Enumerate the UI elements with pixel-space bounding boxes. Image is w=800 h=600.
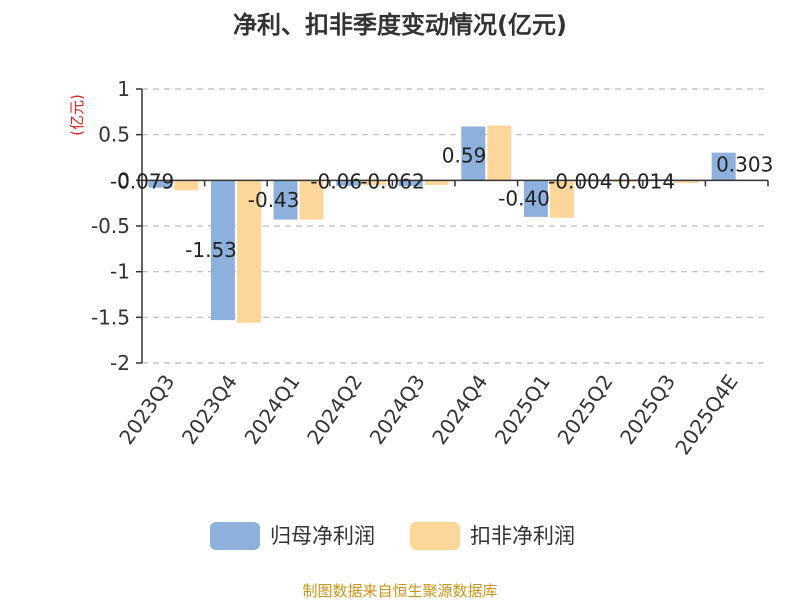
bar-deducted-profit bbox=[487, 125, 512, 181]
x-tick-label: 2023Q3 bbox=[114, 370, 179, 449]
legend: 归母净利润 扣非净利润 bbox=[210, 522, 575, 550]
bar-profit bbox=[336, 180, 361, 186]
bar-profit bbox=[148, 180, 173, 188]
data-label: -0.06 bbox=[310, 169, 362, 193]
y-tick-label: 0.5 bbox=[98, 123, 130, 147]
legend-label-deducted-profit: 扣非净利润 bbox=[470, 524, 575, 548]
data-label: -0.079 bbox=[110, 169, 174, 193]
data-label: -0.43 bbox=[248, 188, 300, 212]
legend-swatch-profit bbox=[210, 522, 260, 550]
y-unit-label: (亿元) bbox=[68, 94, 86, 136]
bars bbox=[148, 125, 736, 323]
bar-deducted-profit bbox=[236, 180, 261, 323]
y-tick-label: 0 bbox=[117, 168, 130, 192]
x-tick-label: 2024Q3 bbox=[365, 370, 430, 449]
bar-deducted-profit bbox=[299, 180, 324, 220]
data-label: 0.303 bbox=[716, 153, 773, 177]
data-label: -0.004 bbox=[548, 169, 612, 193]
y-tick-label: 1 bbox=[117, 77, 130, 101]
data-label: -0.40 bbox=[498, 187, 550, 211]
chart-title: 净利、扣非季度变动情况(亿元) bbox=[233, 11, 567, 39]
bar-profit bbox=[273, 180, 298, 220]
bar-deducted-profit bbox=[549, 180, 574, 218]
grid-lines bbox=[142, 88, 768, 364]
bar-profit bbox=[523, 180, 548, 217]
bar-profit bbox=[711, 152, 736, 181]
x-tick-label: 2025Q1 bbox=[490, 370, 555, 449]
source-note: 制图数据来自恒生聚源数据库 bbox=[302, 582, 497, 600]
data-label: 0.59 bbox=[442, 143, 487, 167]
y-tick-label: -1 bbox=[110, 260, 130, 284]
data-label: -0.062 bbox=[360, 169, 424, 193]
x-tick-label: 2024Q2 bbox=[302, 370, 367, 449]
bar-deducted-profit bbox=[675, 180, 700, 184]
bar-deducted-profit bbox=[174, 180, 199, 191]
x-tick-label: 2024Q4 bbox=[427, 370, 492, 449]
bar-profit bbox=[398, 180, 423, 186]
x-tick-label: 2024Q1 bbox=[239, 370, 304, 449]
y-tick-label: -0.5 bbox=[91, 214, 130, 238]
legend-swatch-deducted-profit bbox=[410, 522, 460, 550]
y-tick-label: -2 bbox=[110, 351, 130, 375]
x-tick-label: 2025Q3 bbox=[615, 370, 680, 449]
data-labels: -0.079 -1.53 -0.43 -0.06-0.062 0.59 -0.40-0.0… bbox=[110, 143, 774, 262]
data-label: -1.53 bbox=[185, 238, 237, 262]
x-tick-label: 2023Q4 bbox=[177, 370, 242, 449]
y-tick-label: -1.5 bbox=[91, 305, 130, 329]
data-label: 0.014 bbox=[618, 169, 675, 193]
bar-deducted-profit bbox=[424, 180, 449, 185]
bar-profit bbox=[461, 126, 486, 181]
legend-label-profit: 归母净利润 bbox=[270, 524, 375, 548]
bar-deducted-profit bbox=[362, 180, 387, 185]
x-tick-label: 2025Q4E bbox=[670, 370, 742, 459]
bar-deducted-profit bbox=[612, 180, 637, 183]
bar-profit bbox=[210, 180, 235, 321]
x-tick-label: 2025Q2 bbox=[552, 370, 617, 449]
